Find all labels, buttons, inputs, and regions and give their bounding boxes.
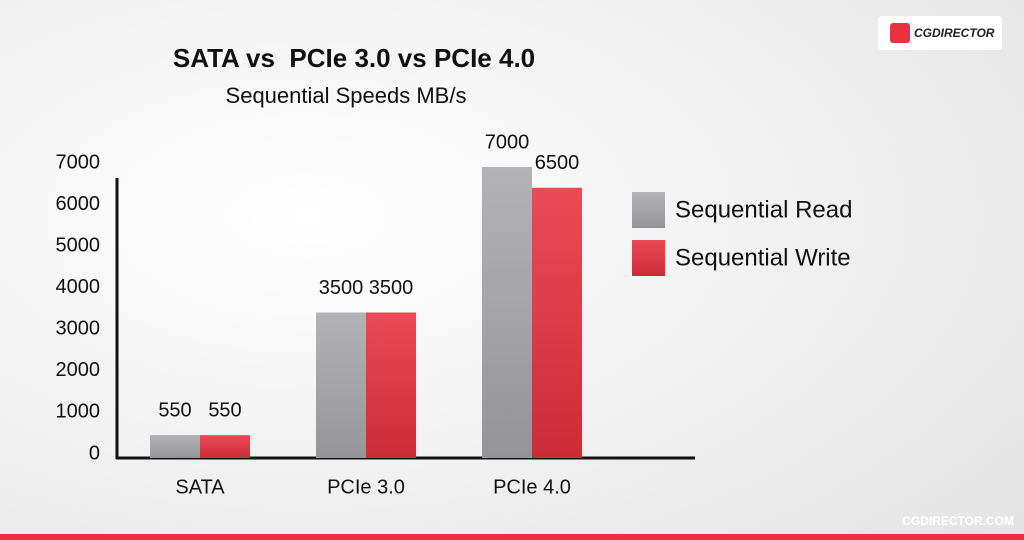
legend-swatch-shade (632, 192, 665, 228)
chart-subtitle: Sequential Speeds MB/s (226, 83, 467, 108)
logo-icon (890, 23, 910, 43)
value-label: 550 (158, 399, 191, 421)
value-label: 3500 (319, 277, 364, 299)
y-tick-label: 0 (89, 442, 100, 464)
y-tick-label: 7000 (56, 151, 101, 173)
x-tick-label: SATA (175, 476, 225, 498)
logo-text: CGDIRECTOR (914, 26, 995, 40)
chart-title: SATA vs PCIe 3.0 vs PCIe 4.0 (173, 43, 535, 73)
value-label: 550 (208, 399, 241, 421)
y-tick-label: 6000 (56, 193, 101, 215)
y-tick-label: 3000 (56, 318, 101, 340)
bar-shade (150, 435, 200, 458)
bar-shade (316, 312, 366, 458)
x-tick-label: PCIe 4.0 (493, 476, 571, 498)
y-tick-label: 5000 (56, 234, 101, 256)
bar-shade (200, 435, 250, 458)
bar-shade (532, 187, 582, 459)
x-tick-label: PCIe 3.0 (327, 476, 405, 498)
logo: CGDIRECTOR (878, 16, 1002, 50)
legend-label: Sequential Write (675, 244, 851, 271)
y-tick-label: 4000 (56, 276, 101, 298)
footer-bar (0, 534, 1024, 540)
legend-swatch-shade (632, 240, 665, 276)
y-tick-label: 1000 (56, 401, 101, 423)
footer-text: CGDIRECTOR.COM (902, 514, 1014, 528)
value-label: 7000 (485, 131, 530, 153)
legend-label: Sequential Read (675, 196, 852, 223)
y-tick-label: 2000 (56, 359, 101, 381)
bar-shade (366, 312, 416, 458)
value-label: 3500 (369, 277, 414, 299)
value-label: 6500 (535, 152, 580, 174)
bar-shade (482, 167, 532, 458)
